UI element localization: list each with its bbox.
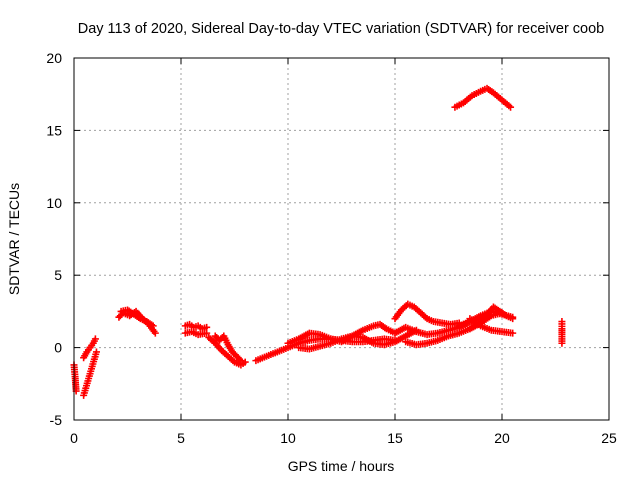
- data-point: [149, 322, 157, 330]
- data-point: [151, 329, 159, 337]
- y-axis-ticks: -5 0 5 10 15 20: [46, 50, 609, 428]
- y-tick-label: 0: [54, 340, 62, 356]
- data-points: [70, 84, 566, 399]
- data-point: [237, 357, 245, 365]
- y-axis-label: SDTVAR / TECUs: [6, 183, 22, 295]
- x-axis-ticks: 0 5 10 15 20 25: [70, 58, 617, 446]
- data-point: [509, 329, 517, 337]
- grid-lines: [74, 58, 609, 420]
- y-tick-label: -5: [50, 412, 63, 428]
- y-tick-label: 15: [46, 122, 62, 138]
- data-point: [91, 335, 99, 343]
- plot-frame: [73, 57, 610, 421]
- x-tick-label: 10: [280, 430, 296, 446]
- y-tick-label: 5: [54, 267, 62, 283]
- x-axis-label: GPS time / hours: [288, 458, 395, 474]
- y-tick-label: 10: [46, 195, 62, 211]
- data-point: [203, 329, 211, 337]
- data-point: [509, 315, 517, 323]
- data-point: [235, 355, 243, 363]
- x-tick-label: 25: [601, 430, 617, 446]
- y-tick-label: 20: [46, 50, 62, 66]
- data-point: [241, 358, 249, 366]
- data-point: [92, 348, 100, 356]
- data-point: [507, 103, 515, 111]
- x-tick-label: 5: [177, 430, 185, 446]
- data-point: [558, 339, 566, 347]
- x-tick-label: 20: [494, 430, 510, 446]
- x-tick-label: 15: [387, 430, 403, 446]
- chart-title: Day 113 of 2020, Sidereal Day-to-day VTE…: [78, 21, 605, 37]
- x-tick-label: 0: [70, 430, 78, 446]
